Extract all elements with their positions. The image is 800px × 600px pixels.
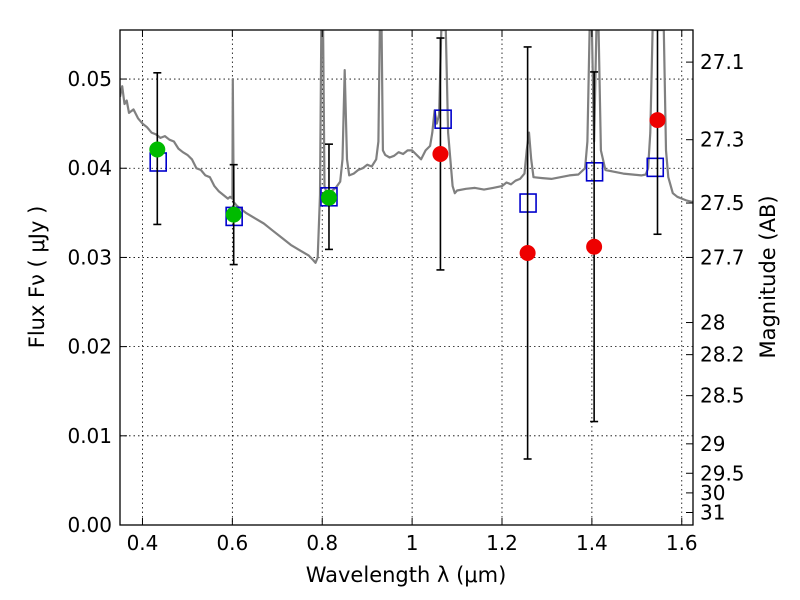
grid: [120, 30, 693, 526]
model-square: [646, 157, 665, 178]
x-tick-label: 1.6: [666, 531, 698, 555]
observation-point: [149, 141, 166, 158]
right-tick-label: 27.7: [700, 245, 745, 269]
right-tick-label: 27.3: [700, 128, 745, 152]
x-axis-label: Wavelength λ (μm): [306, 563, 507, 587]
y-tick-label: 0.01: [67, 424, 112, 448]
y-tick-label: 0.02: [67, 335, 112, 359]
x-tick-label: 1.4: [576, 531, 608, 555]
observation-point: [519, 244, 536, 261]
right-tick-label: 27.1: [700, 50, 745, 74]
observation-point: [320, 189, 337, 206]
right-tick-label: 28.5: [700, 384, 745, 408]
x-tick-label: 0.6: [216, 531, 248, 555]
spectrum-line: [120, 30, 693, 264]
right-tick-label: 27.5: [700, 191, 745, 215]
observations: [149, 30, 666, 460]
y-tick-label: 0.04: [67, 156, 112, 180]
observation-point: [649, 112, 666, 129]
right-tick-label: 28.2: [700, 343, 745, 367]
right-tick-label: 29: [700, 432, 725, 456]
y-tick-label: 0.03: [67, 245, 112, 269]
observation-point: [586, 238, 603, 255]
right-tick-label: 30: [700, 481, 725, 505]
x-tick-label: 1: [406, 531, 419, 555]
x-tick-label: 0.8: [306, 531, 338, 555]
axis-ticks: 0.4 0.6 0.8 1 1.2 1.4 1.6 0.00 0.01 0.02 0.03 0.04 0…: [67, 30, 745, 555]
right-axis-label: Magnitude (AB): [756, 195, 780, 358]
x-tick-label: 1.2: [486, 531, 518, 555]
y-axis-label: Flux Fν ( μJy ): [25, 206, 49, 349]
y-tick-label: 0.05: [67, 67, 112, 91]
right-tick-label: 31: [700, 501, 725, 525]
right-tick-label: 28: [700, 311, 725, 335]
x-tick-label: 0.4: [127, 531, 159, 555]
right-tick-label: 29.5: [700, 461, 745, 485]
model-photometry: [149, 109, 665, 227]
observation-point: [225, 206, 242, 223]
y-tick-label: 0.00: [67, 513, 112, 537]
model-square: [434, 109, 452, 129]
observation-point: [432, 145, 449, 162]
model-spectrum: [120, 30, 693, 264]
plot-frame: [119, 29, 694, 526]
